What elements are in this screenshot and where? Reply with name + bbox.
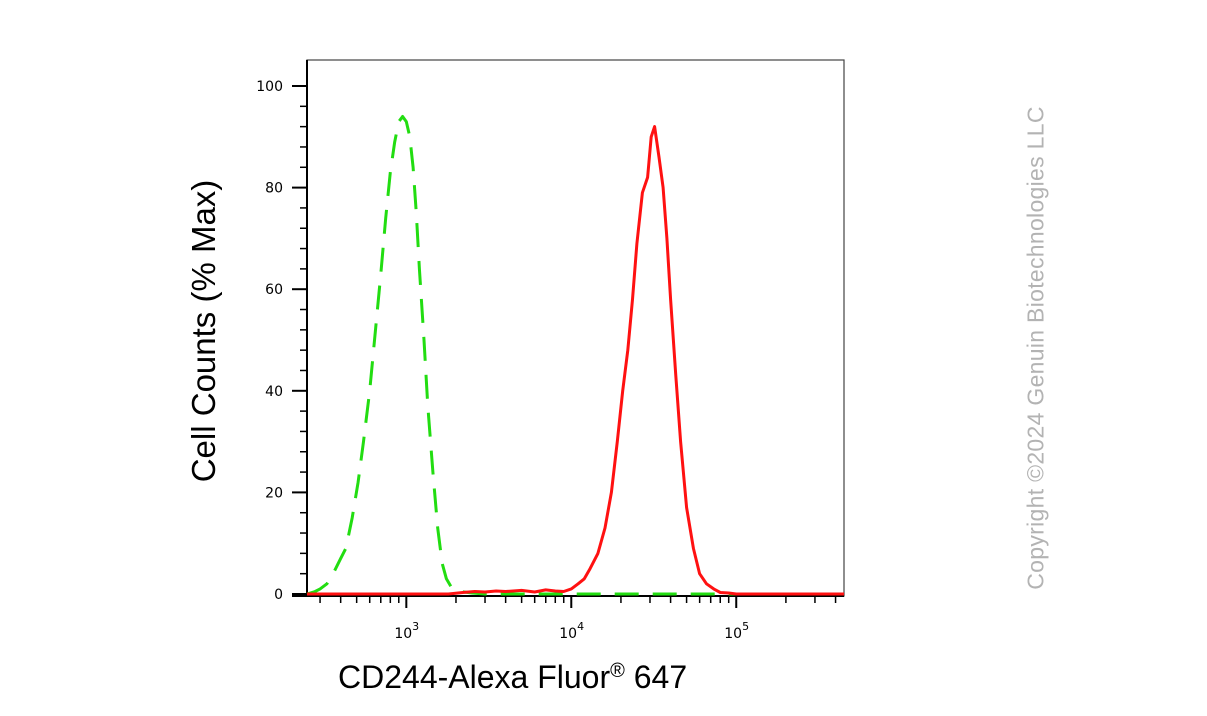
x-axis: 103 104 105 [319, 596, 837, 642]
series-control-dashed-line [306, 115, 844, 596]
x-tick-label: 103 [394, 620, 419, 642]
x-axis-title: CD244-Alexa Fluor® 647 [338, 659, 687, 695]
y-tick-label: 0 [274, 587, 283, 603]
y-tick-label: 60 [265, 282, 283, 298]
y-tick-label: 20 [265, 485, 283, 501]
x-axis-title-registered-mark: ® [610, 660, 625, 682]
x-axis-title-main: CD244-Alexa Fluor [338, 659, 610, 695]
series-sample-solid-line [307, 125, 844, 596]
y-tick-label: 100 [256, 79, 283, 95]
plot-frame [292, 59, 845, 597]
copyright-watermark: Copyright ©2024 Genuin Biotechnologies L… [1022, 106, 1049, 590]
x-axis-title-suffix: 647 [625, 659, 687, 695]
y-axis: 0 20 40 60 80 100 [256, 79, 307, 603]
x-tick-label: 104 [559, 620, 584, 642]
y-tick-label: 80 [265, 181, 283, 197]
plot-border [306, 59, 845, 597]
series-layer [306, 115, 844, 596]
y-tick-label: 40 [265, 384, 283, 400]
y-axis-title: Cell Counts (% Max) [185, 180, 222, 483]
x-tick-label: 105 [724, 620, 749, 642]
